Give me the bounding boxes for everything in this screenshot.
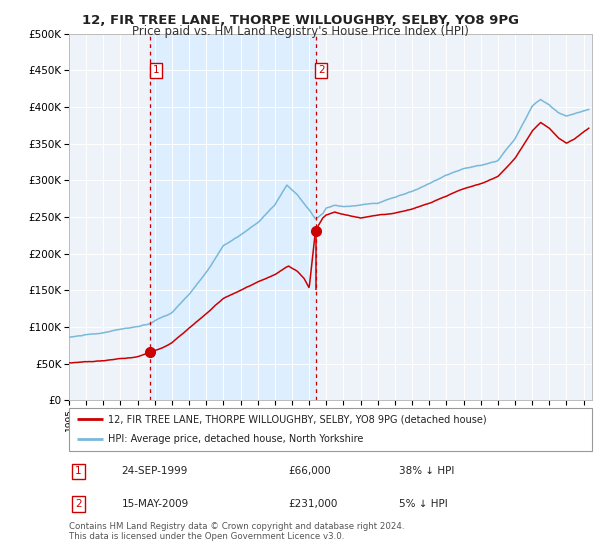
Text: 1: 1 bbox=[153, 66, 160, 75]
Text: 5% ↓ HPI: 5% ↓ HPI bbox=[398, 499, 448, 509]
Text: 2: 2 bbox=[75, 499, 82, 509]
Text: 12, FIR TREE LANE, THORPE WILLOUGHBY, SELBY, YO8 9PG (detached house): 12, FIR TREE LANE, THORPE WILLOUGHBY, SE… bbox=[108, 414, 487, 424]
Text: 24-SEP-1999: 24-SEP-1999 bbox=[121, 466, 188, 477]
Text: £231,000: £231,000 bbox=[289, 499, 338, 509]
Text: HPI: Average price, detached house, North Yorkshire: HPI: Average price, detached house, Nort… bbox=[108, 434, 364, 444]
Text: 15-MAY-2009: 15-MAY-2009 bbox=[121, 499, 188, 509]
Text: 12, FIR TREE LANE, THORPE WILLOUGHBY, SELBY, YO8 9PG: 12, FIR TREE LANE, THORPE WILLOUGHBY, SE… bbox=[82, 14, 518, 27]
Text: Price paid vs. HM Land Registry's House Price Index (HPI): Price paid vs. HM Land Registry's House … bbox=[131, 25, 469, 38]
Bar bbox=[150, 34, 316, 400]
Text: 38% ↓ HPI: 38% ↓ HPI bbox=[398, 466, 454, 477]
Text: This data is licensed under the Open Government Licence v3.0.: This data is licensed under the Open Gov… bbox=[69, 532, 344, 541]
Text: 2: 2 bbox=[318, 66, 325, 75]
Text: Contains HM Land Registry data © Crown copyright and database right 2024.: Contains HM Land Registry data © Crown c… bbox=[69, 522, 404, 531]
FancyBboxPatch shape bbox=[69, 408, 592, 451]
Text: 1: 1 bbox=[75, 466, 82, 477]
Text: £66,000: £66,000 bbox=[289, 466, 331, 477]
